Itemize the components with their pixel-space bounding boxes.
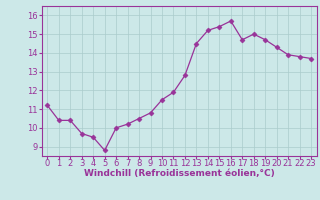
X-axis label: Windchill (Refroidissement éolien,°C): Windchill (Refroidissement éolien,°C)	[84, 169, 275, 178]
